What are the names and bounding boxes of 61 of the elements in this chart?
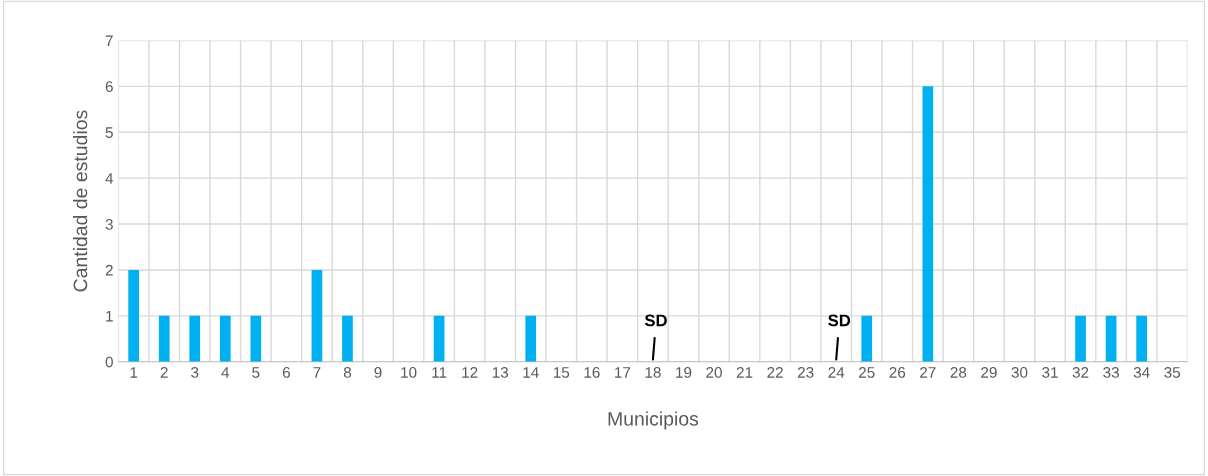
x-tick-label: 10 [401, 367, 417, 378]
x-tick-label: 32 [1072, 367, 1089, 378]
x-tick-label: 22 [767, 367, 783, 378]
x-tick-label: 23 [797, 367, 814, 378]
bar [189, 315, 201, 362]
x-tick-label: 14 [523, 367, 539, 378]
bar [922, 86, 934, 362]
y-tick-label: 7 [105, 35, 113, 46]
bar [128, 269, 139, 362]
x-tick-label: 17 [615, 367, 631, 378]
y-tick-label: 6 [105, 81, 113, 93]
annotation: SD [644, 314, 667, 327]
bar [250, 315, 262, 362]
x-tick-label: 33 [1103, 367, 1119, 378]
x-axis-title: Municipios [608, 411, 699, 430]
y-tick-label: 3 [105, 218, 113, 230]
x-tick-label: 6 [282, 367, 290, 378]
x-tick-label: 2 [160, 367, 168, 378]
bar [433, 315, 445, 362]
bar [219, 315, 231, 362]
x-tick-label: 12 [462, 367, 478, 378]
bar [861, 315, 873, 362]
x-tick-label: 30 [1011, 367, 1028, 378]
x-tick-label: 8 [343, 367, 352, 378]
y-tick-label: 5 [105, 127, 113, 138]
y-tick-label: 2 [105, 264, 113, 276]
x-tick-label: 20 [706, 367, 722, 378]
x-tick-label: 16 [584, 367, 600, 378]
annotation: SD [828, 314, 851, 327]
x-tick-label: 31 [1042, 367, 1058, 378]
x-tick-label: 4 [221, 367, 230, 378]
x-tick-label: 7 [313, 367, 321, 378]
x-tick-label: 15 [553, 367, 570, 378]
x-tick-label: 1 [130, 367, 138, 378]
y-axis-title: Cantidad de estudios [73, 110, 88, 292]
x-tick-label: 25 [859, 367, 875, 378]
bar [1105, 315, 1117, 362]
y-tick-label: 1 [106, 310, 113, 322]
bar [158, 315, 170, 362]
x-tick-label: 3 [191, 367, 199, 378]
x-tick-label: 21 [736, 367, 753, 378]
x-tick-label: 29 [981, 367, 997, 378]
x-tick-label: 9 [374, 367, 382, 378]
x-tick-label: 26 [889, 367, 906, 378]
x-tick-label: 28 [950, 367, 967, 378]
bar [525, 315, 537, 362]
x-tick-label: 13 [492, 367, 509, 378]
x-tick-label: 34 [1133, 367, 1150, 378]
x-tick-label: 18 [645, 367, 661, 378]
bar [1136, 315, 1147, 362]
bar [311, 269, 323, 362]
bar [1075, 315, 1086, 362]
x-tick-label: 11 [432, 367, 447, 378]
y-tick-label: 0 [105, 356, 113, 368]
bar [342, 315, 353, 362]
x-tick-label: 27 [920, 367, 936, 378]
x-tick-label: 19 [676, 367, 692, 378]
x-tick-label: 5 [252, 367, 260, 378]
x-tick-label: 35 [1164, 367, 1181, 378]
x-tick-label: 24 [828, 367, 845, 378]
y-tick-label: 4 [105, 173, 114, 184]
